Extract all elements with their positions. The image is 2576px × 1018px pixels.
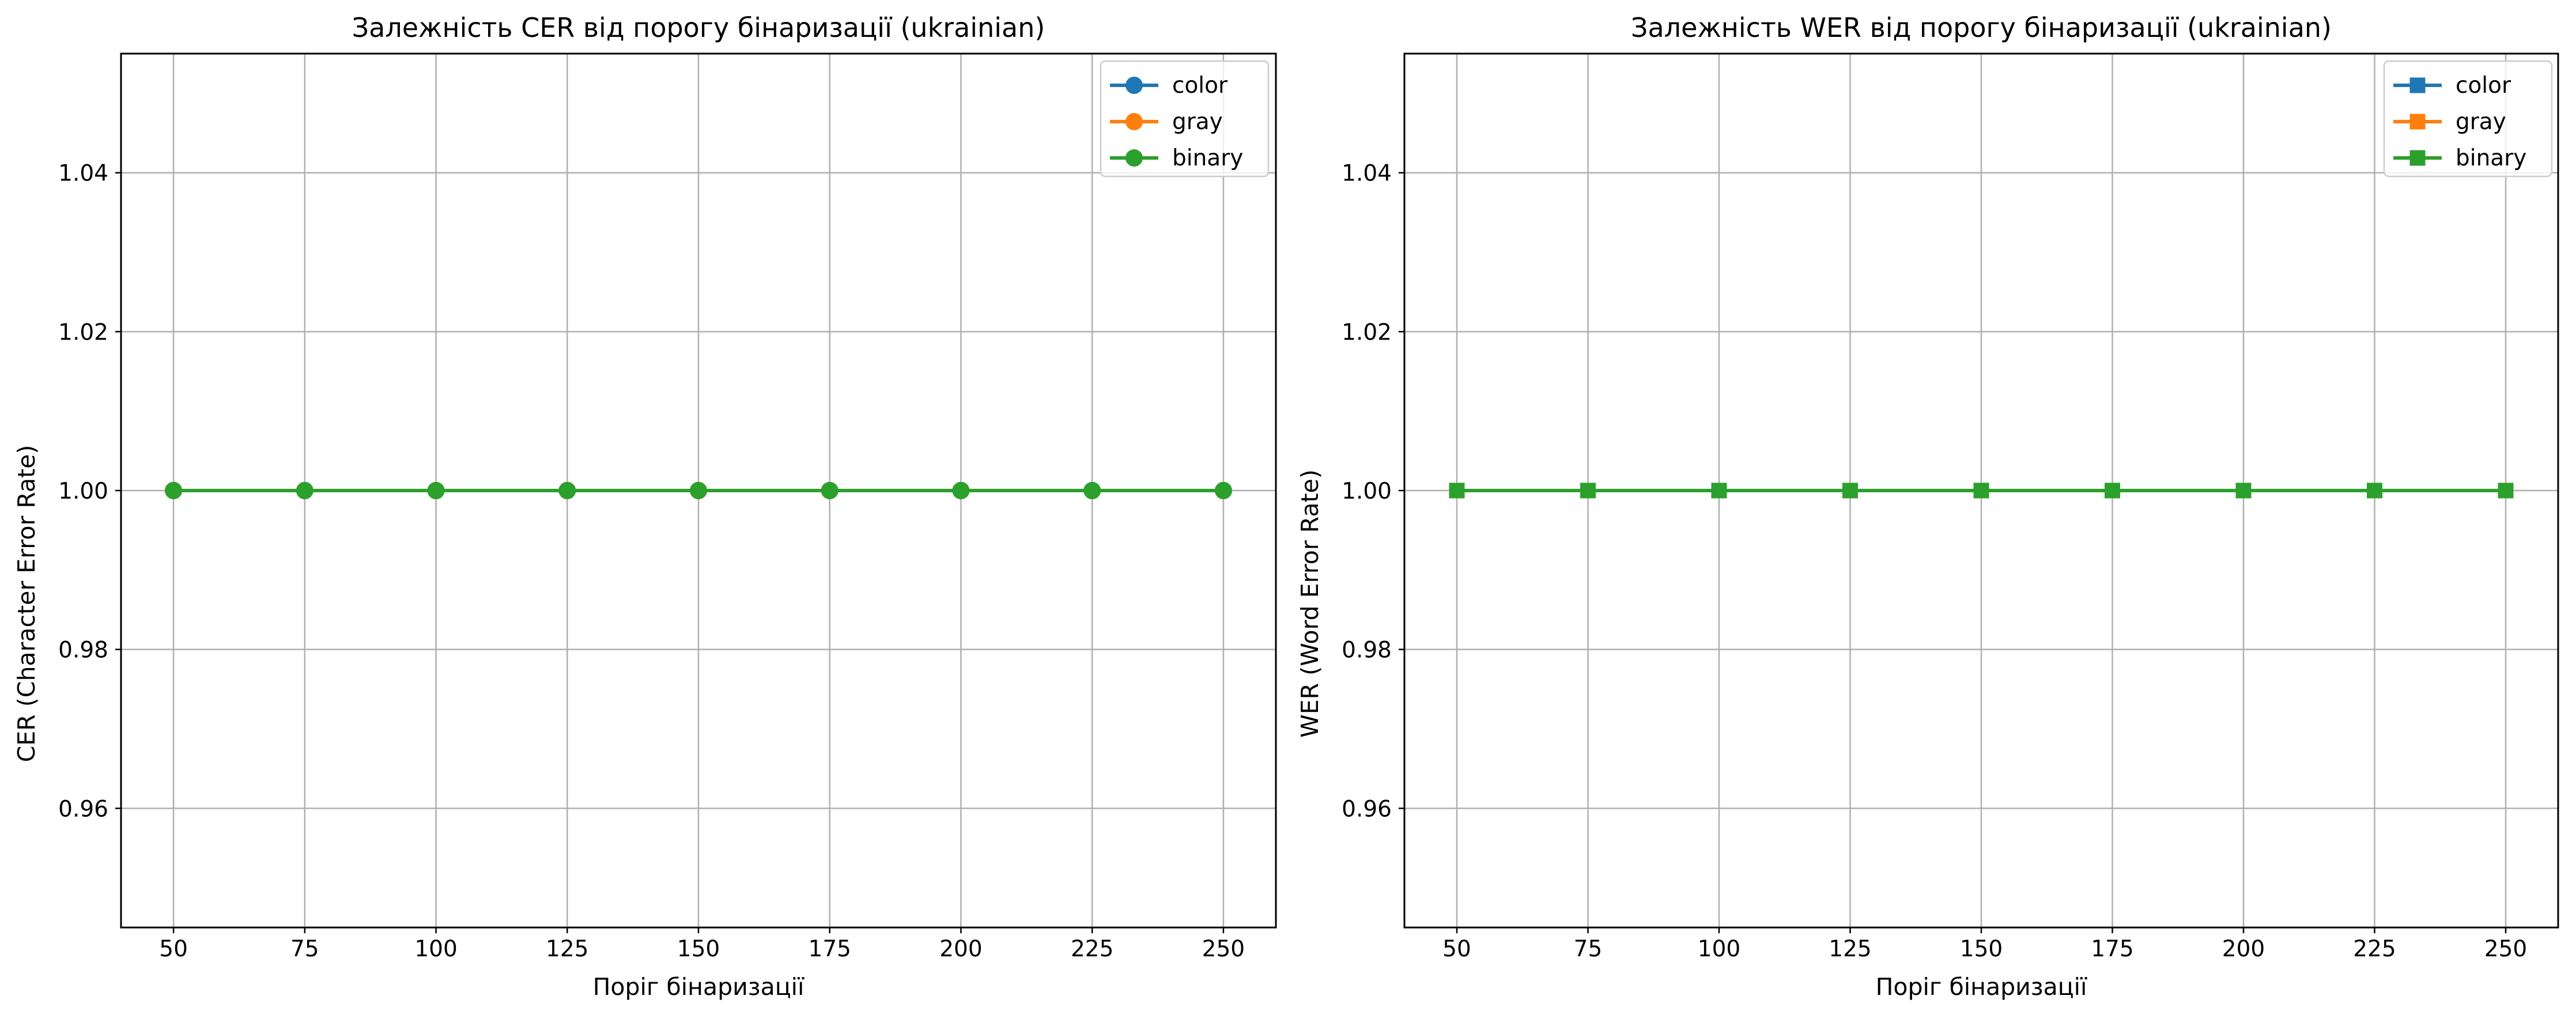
wer-legend-label-gray: gray <box>2456 109 2506 135</box>
wer-x-tick-label: 150 <box>1960 936 2003 962</box>
cer-x-tick-label: 225 <box>1071 936 1113 962</box>
wer-y-tick-label: 1.02 <box>1342 319 1392 345</box>
cer-y-tick-label: 0.98 <box>58 638 108 663</box>
wer-data-point-binary <box>1711 482 1727 499</box>
cer-legend-marker-gray <box>1125 113 1143 130</box>
cer-x-tick-label: 175 <box>809 936 851 962</box>
wer-x-tick-label: 125 <box>1829 936 1871 962</box>
cer-x-tick-label: 200 <box>939 936 982 962</box>
cer-data-point-binary <box>690 482 707 499</box>
wer-data-point-binary <box>2105 482 2120 499</box>
wer-legend-marker-binary <box>2409 150 2426 166</box>
cer-data-point-binary <box>165 482 183 499</box>
cer-legend: color gray binary <box>1100 60 1270 178</box>
cer-y-tick-label: 1.04 <box>58 161 108 187</box>
wer-y-tick-label: 1.04 <box>1342 161 1392 187</box>
cer-x-tick-label: 75 <box>290 936 319 962</box>
cer-legend-marker-binary <box>1125 149 1143 167</box>
wer-x-tick-label: 100 <box>1698 936 1740 962</box>
wer-data-point-binary <box>2498 482 2514 499</box>
cer-legend-label-gray: gray <box>1172 109 1223 135</box>
wer-data-point-binary <box>1842 482 1858 499</box>
wer-series <box>1449 482 2514 499</box>
wer-data-point-binary <box>1973 482 1989 499</box>
wer-y-tick-label: 0.98 <box>1342 638 1392 663</box>
wer-legend-marker-gray <box>2409 114 2426 130</box>
wer-legend: color gray binary <box>2383 60 2553 178</box>
cer-legend-label-color: color <box>1172 73 1228 99</box>
cer-data-point-binary <box>952 482 970 499</box>
cer-data-point-binary <box>1083 482 1101 499</box>
cer-data-point-binary <box>1214 482 1232 499</box>
cer-legend-label-binary: binary <box>1172 145 1243 171</box>
cer-chart-title: Залежність CER від порогу бінаризації (u… <box>352 12 1045 43</box>
cer-series <box>165 482 1232 499</box>
wer-data-point-binary <box>2235 482 2252 499</box>
cer-x-tick-label: 50 <box>159 936 188 962</box>
wer-data-point-binary <box>1580 482 1596 499</box>
wer-ticks: 50 75 100 125 150 175 200 225 250 0.96 0.98 1.00 1.0… <box>1342 161 2527 962</box>
wer-y-tick-label: 0.96 <box>1342 796 1392 822</box>
cer-ticks: 50 75 100 125 150 175 200 225 250 0.96 0.98 1.00 1.0… <box>58 161 1245 962</box>
cer-legend-marker-color <box>1125 77 1143 94</box>
cer-y-tick-label: 1.00 <box>58 478 108 504</box>
cer-y-tick-label: 0.96 <box>58 796 108 822</box>
cer-y-axis-label: CER (Character Error Rate) <box>13 445 40 762</box>
cer-chart: Залежність CER від порогу бінаризації (u… <box>13 12 1277 1001</box>
wer-x-axis-label: Поріг бінаризації <box>1876 973 2087 1001</box>
wer-x-tick-label: 75 <box>1574 936 1603 962</box>
wer-data-point-binary <box>1449 482 1465 499</box>
wer-data-point-binary <box>2367 482 2382 499</box>
wer-x-tick-label: 175 <box>2091 936 2133 962</box>
cer-data-point-binary <box>558 482 576 499</box>
cer-x-axis-label: Поріг бінаризації <box>593 973 804 1001</box>
cer-x-tick-label: 100 <box>414 936 457 962</box>
cer-x-tick-label: 150 <box>677 936 720 962</box>
wer-x-tick-label: 50 <box>1442 936 1471 962</box>
wer-x-tick-label: 250 <box>2484 936 2527 962</box>
wer-y-tick-label: 1.00 <box>1342 478 1392 504</box>
wer-x-tick-label: 200 <box>2222 936 2265 962</box>
wer-legend-marker-color <box>2409 77 2426 93</box>
cer-legend-box <box>1100 60 1270 178</box>
wer-x-tick-label: 225 <box>2353 936 2396 962</box>
wer-legend-box <box>2383 60 2553 178</box>
cer-data-point-binary <box>821 482 838 499</box>
wer-y-axis-label: WER (Word Error Rate) <box>1296 469 1324 737</box>
cer-x-tick-label: 125 <box>546 936 588 962</box>
cer-y-tick-label: 1.02 <box>58 319 108 345</box>
cer-x-tick-label: 250 <box>1202 936 1245 962</box>
wer-legend-label-binary: binary <box>2456 145 2526 171</box>
wer-legend-label-color: color <box>2456 73 2511 99</box>
cer-data-point-binary <box>427 482 445 499</box>
wer-chart: Залежність WER від порогу бінаризації (u… <box>1296 12 2559 1001</box>
wer-chart-title: Залежність WER від порогу бінаризації (u… <box>1631 12 2332 43</box>
cer-data-point-binary <box>296 482 313 499</box>
